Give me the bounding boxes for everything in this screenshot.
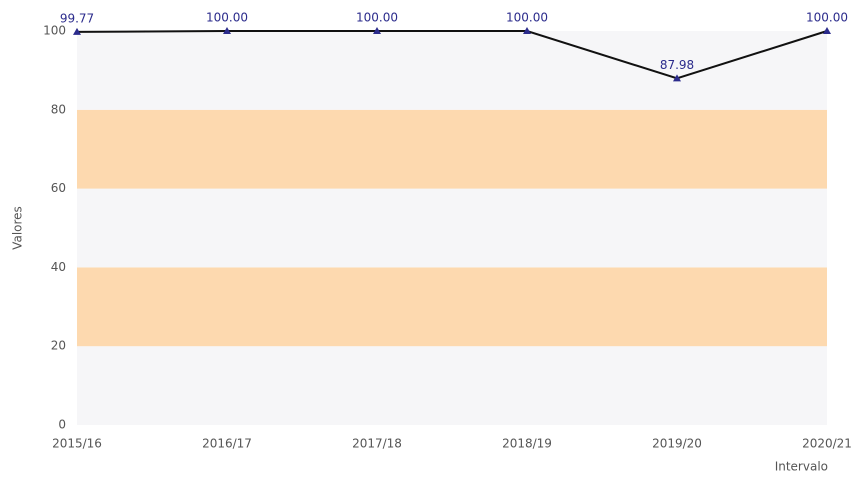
marker (223, 27, 231, 34)
marker (73, 27, 81, 35)
y-tick-label: 100 (43, 24, 66, 38)
x-axis-label: Intervalo (775, 460, 828, 474)
marker (823, 27, 831, 34)
line (76, 30, 828, 80)
data-label: 100.00 (206, 11, 248, 25)
data-label: 100.00 (356, 11, 398, 25)
y-tick-label: 0 (58, 418, 66, 432)
y-tick-label: 60 (51, 181, 66, 195)
plot-band (77, 346, 827, 425)
x-tick-label: 2017/18 (352, 437, 402, 451)
marker (373, 27, 381, 34)
plot-band (77, 109, 827, 189)
plot-band (77, 31, 827, 110)
data-label: 99.77 (60, 11, 94, 25)
data-label: 100.00 (806, 11, 848, 25)
data-label: 87.98 (660, 58, 694, 72)
y-tick-label: 40 (51, 260, 66, 274)
x-tick-label: 2016/17 (202, 437, 252, 451)
data-label: 100.00 (506, 11, 548, 25)
marker (673, 74, 681, 82)
y-tick-label: 80 (51, 102, 66, 116)
x-tick-label: 2020/21 (802, 437, 852, 451)
y-axis-label: Valores (11, 206, 25, 250)
x-tick-label: 2018/19 (502, 437, 552, 451)
plot-band (77, 267, 827, 347)
plot-band (77, 188, 827, 268)
x-tick-label: 2015/16 (52, 437, 102, 451)
y-tick-label: 20 (51, 339, 66, 353)
x-tick-label: 2019/20 (652, 437, 702, 451)
marker (523, 27, 531, 34)
